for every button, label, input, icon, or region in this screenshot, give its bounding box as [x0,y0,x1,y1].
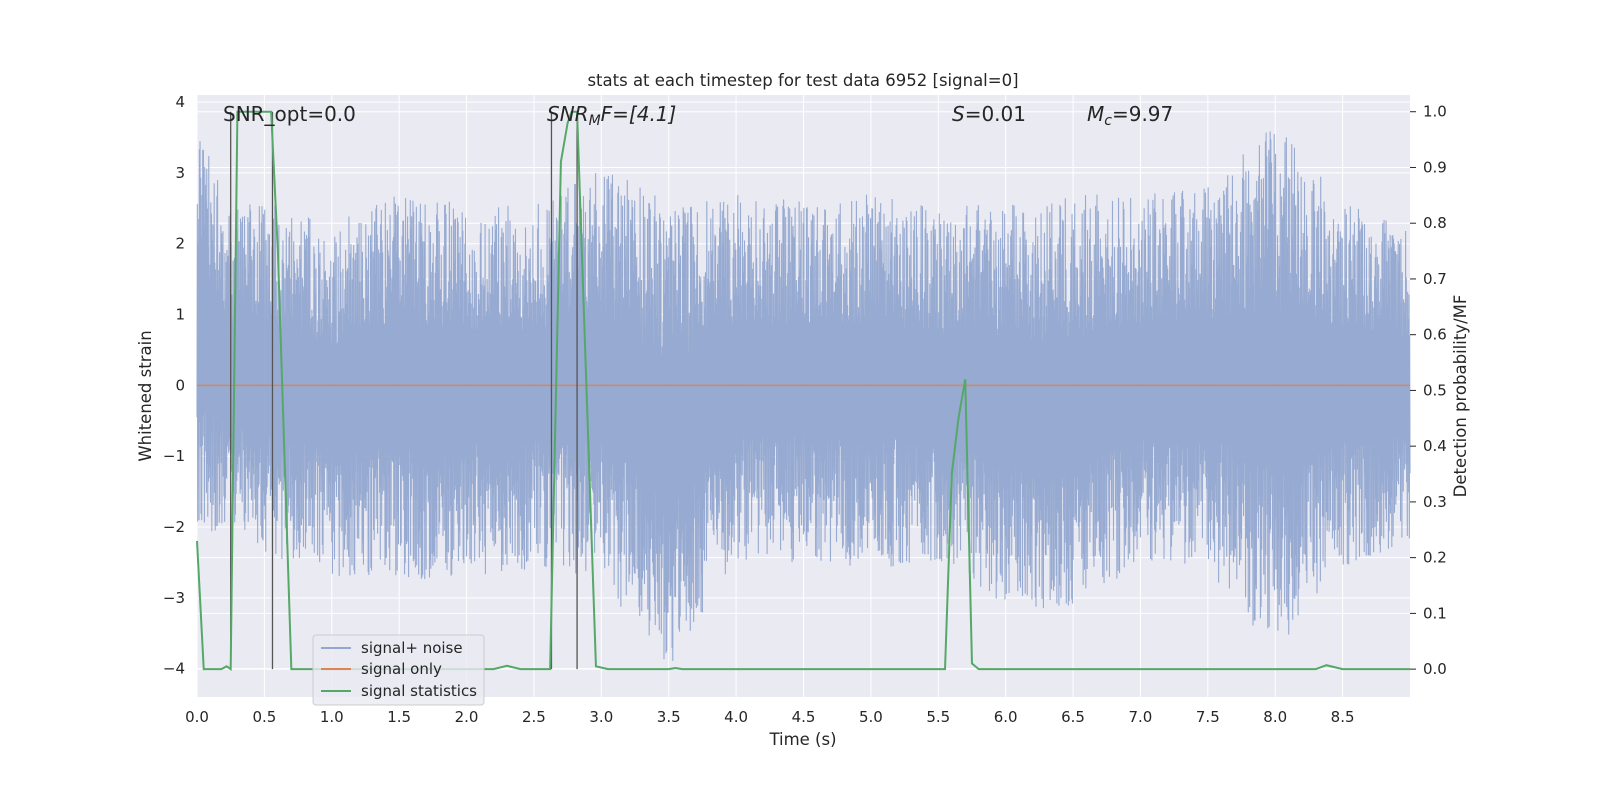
x-tick-label: 0.5 [252,708,276,726]
y-right-tick-label: 0.2 [1423,549,1447,567]
y-tick-label: −2 [163,518,185,536]
x-tick-label: 5.5 [926,708,950,726]
x-tick-label: 3.5 [657,708,681,726]
series-signal-statistics [196,110,1410,672]
annotation-snr-mf-symbol: SNR [547,102,589,126]
x-tick-label: 4.0 [724,708,748,726]
annotation-mc-subscript: c [1104,113,1112,129]
annotation-snr-opt: SNR_opt=0.0 [223,102,356,126]
x-axis-ticks: 0.0 0.5 1.0 1.5 2.0 2.5 3.0 3.5 4.0 4.5 5.0 5.5 6.0 6… [185,708,1354,726]
annotation-s-value: =0.01 [965,102,1026,126]
x-tick-label: 1.5 [387,708,411,726]
y-axis-label: Whitened strain [136,330,155,461]
y-right-tick-label: 0.0 [1423,660,1447,678]
x-axis-label: Time (s) [768,730,836,749]
series-signal-plus-noise [196,131,1411,661]
y-tick-label: 3 [175,164,185,182]
x-tick-label: 8.5 [1331,708,1355,726]
y-tick-label: 1 [175,306,185,324]
annotation-s: S=0.01 [952,102,1026,126]
x-tick-label: 2.5 [522,708,546,726]
y-tick-label: −3 [163,589,185,607]
annotation-snr-mf: SNRMF=[4.1] [547,102,676,129]
legend-label-signal-statistics: signal statistics [361,682,477,700]
y-right-tick-label: 0.6 [1423,326,1447,344]
y-right-tick-label: 0.3 [1423,493,1447,511]
x-tick-label: 6.5 [1061,708,1085,726]
y-axis-ticks: 4 3 2 1 0 −1 −2 −3 −4 [163,93,185,678]
x-tick-label: 7.0 [1129,708,1153,726]
annotation-mc-value: =9.97 [1112,102,1173,126]
x-tick-label: 3.0 [589,708,613,726]
y-right-tick-label: 1.0 [1423,103,1447,121]
legend-label-signal-plus-noise: signal+ noise [361,639,463,657]
annotation-mc: Mc=9.97 [1087,102,1173,129]
y-tick-label: 2 [175,235,185,253]
signal-plus-noise-line [196,131,1411,661]
x-tick-label: 8.0 [1263,708,1287,726]
y-right-tick-label: 0.7 [1423,270,1447,288]
legend-label-signal-only: signal only [361,660,442,678]
x-tick-label: 0.0 [185,708,209,726]
annotation-s-symbol: S [952,102,965,126]
x-tick-label: 6.0 [994,708,1018,726]
y-tick-label: −1 [163,447,185,465]
x-tick-label: 4.5 [792,708,816,726]
y-right-tick-label: 0.9 [1423,158,1447,176]
x-tick-label: 2.0 [455,708,479,726]
y-right-axis-ticks: 1.0 0.9 0.8 0.7 0.6 0.5 0.4 0.3 0.2 0.1 0.0 [1410,103,1447,678]
x-tick-label: 7.5 [1196,708,1220,726]
annotation-snr-mf-subscript: M [589,113,601,129]
y-right-axis-label: Detection probability/MF [1451,295,1470,498]
legend: signal+ noise signal only signal statist… [312,634,485,706]
legend-box [312,634,485,706]
y-right-tick-label: 0.4 [1423,437,1447,455]
chart-title: stats at each timestep for test data 695… [587,71,1018,90]
y-right-tick-label: 0.1 [1423,604,1447,622]
x-tick-label: 1.0 [320,708,344,726]
y-tick-label: 0 [175,376,185,394]
x-tick-label: 5.0 [859,708,883,726]
annotation-mc-symbol: M [1087,102,1104,126]
y-tick-label: 4 [175,93,185,111]
signal-statistics-line [196,110,1410,672]
y-tick-label: −4 [163,660,185,678]
y-right-tick-label: 0.5 [1423,381,1447,399]
y-right-tick-label: 0.8 [1423,214,1447,232]
annotation-snr-mf-value: F=[4.1] [601,102,677,126]
